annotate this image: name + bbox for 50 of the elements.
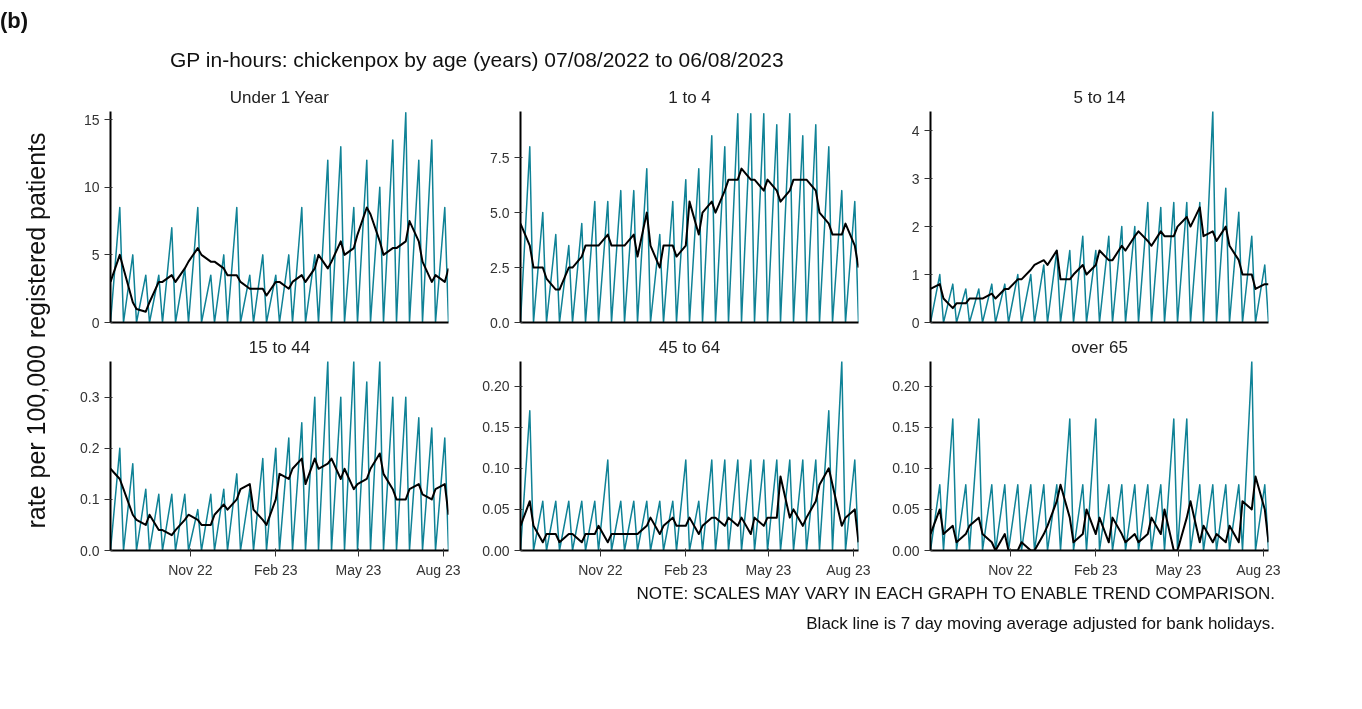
text: NOTE: SCALES MAY VARY IN EACH GRAPH TO ENABLE TREND COMPARISON. [636, 584, 1275, 603]
y-tick-label: 4 [911, 122, 920, 139]
chart-title: Under 1 Year [229, 87, 330, 107]
x-tick-label: May 23 [745, 561, 792, 578]
y-tick-label: 0.0 [80, 542, 100, 559]
y-tick-label: 15 [83, 111, 100, 128]
x-tick-label: Feb 23 [1073, 561, 1118, 578]
y-tick-label: 0.10 [482, 460, 510, 477]
y-tick-label: 0.05 [482, 501, 510, 518]
x-tick-label: Aug 23 [416, 561, 461, 578]
y-tick-label: 0.05 [892, 501, 920, 518]
y-tick-label: 1 [911, 266, 920, 283]
x-tick-label: Nov 22 [988, 561, 1033, 578]
y-tick-label: 5 [91, 246, 100, 263]
y-tick-label: 0 [91, 314, 100, 331]
chart-title: 1 to 4 [668, 87, 711, 107]
y-tick-label: 5.0 [490, 204, 510, 221]
y-tick-label: 0.3 [80, 389, 100, 406]
y-tick-label: 0.15 [482, 419, 510, 436]
y-tick-label: 0.2 [80, 440, 100, 457]
text: (b) [0, 7, 29, 35]
text: GP in-hours: chickenpox by age (years) 07/08/2022 to 06/08/2023 [170, 47, 784, 73]
chart-title: 5 to 14 [1073, 87, 1126, 107]
y-tick-label: 0.00 [482, 542, 510, 559]
y-tick-label: 3 [911, 170, 920, 187]
y-tick-label: 2 [911, 218, 920, 235]
y-axis-title: rate per 100,000 registered patients [21, 132, 50, 529]
y-tick-label: 10 [83, 179, 100, 196]
y-tick-label: 7.5 [490, 149, 510, 166]
y-tick-label: 0.10 [892, 460, 920, 477]
x-tick-label: May 23 [1155, 561, 1202, 578]
y-tick-label: 0.1 [80, 491, 100, 508]
y-tick-label: 2.5 [490, 259, 510, 276]
x-tick-label: Aug 23 [826, 561, 871, 578]
text: Black line is 7 day moving average adjusted for bank holidays. [806, 614, 1275, 633]
x-tick-label: Aug 23 [1236, 561, 1281, 578]
y-tick-label: 0.20 [482, 378, 510, 395]
chart-title: 45 to 64 [658, 337, 721, 357]
chart-title: 15 to 44 [248, 337, 311, 357]
y-tick-label: 0.0 [490, 314, 510, 331]
x-tick-label: Nov 22 [578, 561, 623, 578]
y-tick-label: 0.15 [892, 419, 920, 436]
y-tick-label: 0.20 [892, 378, 920, 395]
x-tick-label: Feb 23 [253, 561, 298, 578]
y-tick-label: 0.00 [892, 542, 920, 559]
x-tick-label: Nov 22 [168, 561, 213, 578]
y-tick-label: 0 [911, 314, 920, 331]
x-tick-label: Feb 23 [663, 561, 708, 578]
chart-title: over 65 [1071, 337, 1128, 357]
x-tick-label: May 23 [335, 561, 382, 578]
